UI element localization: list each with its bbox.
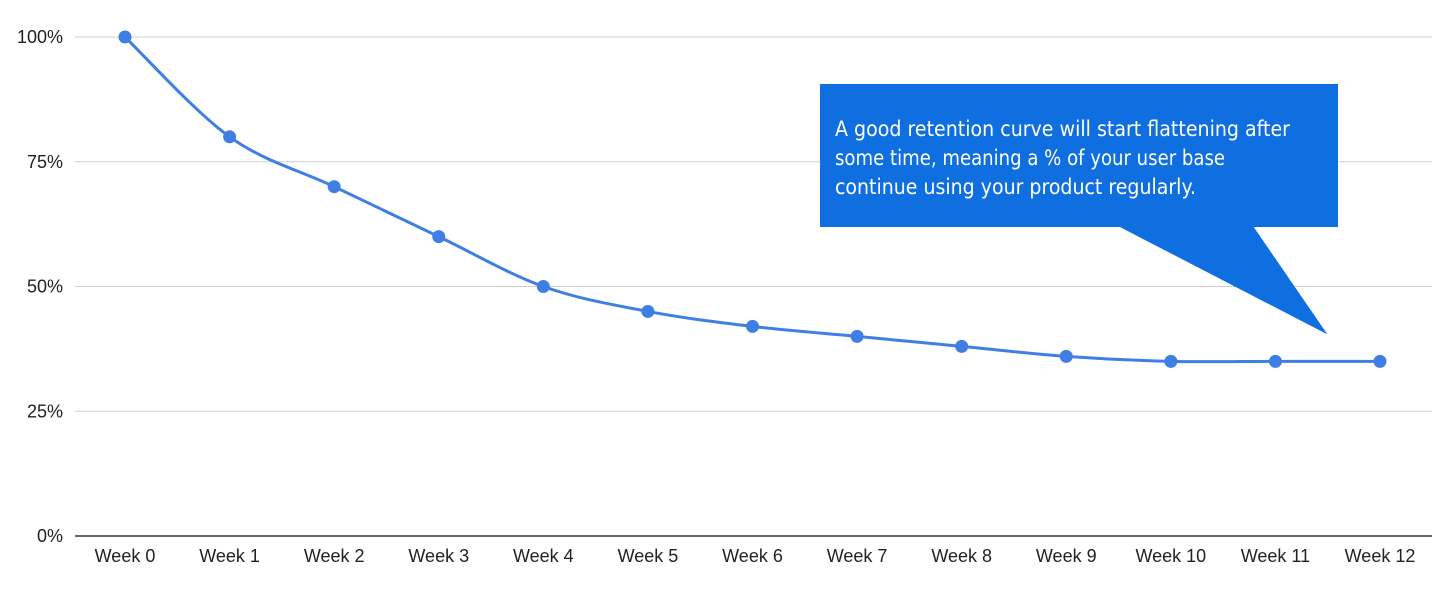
data-point — [223, 130, 237, 144]
callout-box — [820, 84, 1338, 227]
x-tick-label: Week 12 — [1345, 546, 1416, 566]
data-point — [955, 339, 969, 353]
callout-text-line: some time, meaning a % of your user base — [835, 146, 1225, 170]
x-tick-label: Week 9 — [1036, 546, 1097, 566]
y-axis-tick-labels: 0% 25% 50% 75% 100% — [17, 27, 63, 546]
y-tick-label: 25% — [27, 401, 63, 421]
x-tick-label: Week 8 — [931, 546, 992, 566]
callout-text-line: A good retention curve will start flatte… — [835, 117, 1290, 141]
callout-text-line: continue using your product regularly. — [835, 175, 1196, 199]
gridlines — [75, 36, 1432, 412]
x-tick-label: Week 4 — [513, 546, 574, 566]
x-tick-label: Week 0 — [95, 546, 156, 566]
y-tick-label: 50% — [27, 277, 63, 297]
x-tick-label: Week 6 — [722, 546, 783, 566]
y-tick-label: 100% — [17, 27, 63, 47]
data-point — [536, 280, 550, 293]
data-point — [1164, 354, 1178, 368]
x-tick-label: Week 5 — [618, 546, 679, 566]
y-tick-label: 0% — [37, 526, 63, 546]
data-point — [1268, 354, 1282, 368]
x-tick-label: Week 3 — [408, 546, 469, 566]
annotation-callout: A good retention curve will start flatte… — [820, 84, 1338, 335]
data-point — [1059, 349, 1073, 363]
data-point — [327, 180, 341, 194]
callout-pointer — [1118, 226, 1328, 335]
x-tick-label: Week 1 — [199, 546, 260, 566]
data-point — [432, 230, 446, 244]
x-tick-label: Week 11 — [1241, 546, 1310, 566]
data-points — [118, 30, 1387, 368]
x-tick-label: Week 10 — [1135, 546, 1206, 566]
data-point — [746, 319, 759, 333]
data-point — [641, 304, 655, 318]
data-point — [850, 329, 864, 343]
data-point — [1373, 354, 1387, 368]
x-axis-tick-labels: Week 0 Week 1 Week 2 Week 3 Week 4 Week 5 Week… — [95, 546, 1416, 566]
y-tick-label: 75% — [27, 152, 63, 172]
x-tick-label: Week 2 — [304, 546, 365, 566]
x-tick-label: Week 7 — [827, 546, 888, 566]
data-point — [118, 30, 132, 44]
